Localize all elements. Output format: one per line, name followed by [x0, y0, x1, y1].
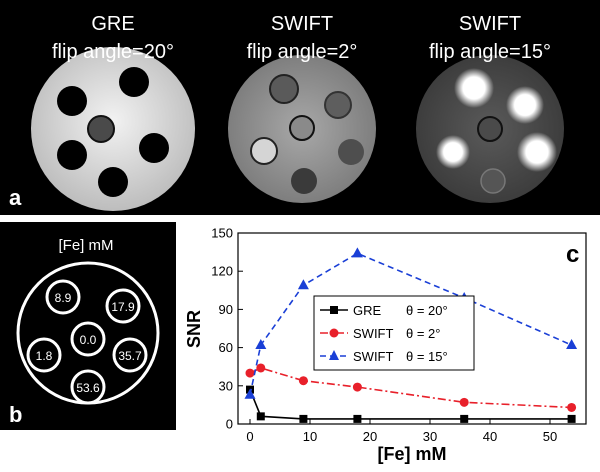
legend-param-swift-15: θ = 15° [406, 349, 448, 364]
snr-chart-svg: 0 10 20 30 40 50 0 30 60 90 120 150 GRE θ = 20° SWI… [184, 226, 587, 464]
data-point [353, 414, 362, 423]
y-tick-label: 90 [219, 302, 233, 317]
data-point [297, 279, 309, 290]
series-line [249, 367, 572, 409]
swift-15-phantom [416, 55, 564, 203]
well-8-9: 8.9 [45, 279, 81, 315]
x-tick-label: 30 [423, 429, 437, 444]
data-point [298, 376, 308, 386]
well-17-9: 17.9 [105, 288, 141, 324]
series-0 [246, 385, 576, 423]
panel-c-chart: 0 10 20 30 40 50 0 30 60 90 120 150 GRE θ = 20° SWI… [178, 220, 600, 467]
legend-label-swift-2: SWIFT [353, 326, 393, 341]
data-point [256, 363, 266, 373]
panel-a-images: GRE flip angle=20° SWIFT flip angle=2° S… [0, 0, 600, 215]
svg-text:53.6: 53.6 [76, 381, 100, 395]
data-point [299, 414, 308, 423]
data-point [459, 397, 469, 407]
panel-a-letter: a [9, 185, 22, 210]
well-53-6: 53.6 [70, 369, 106, 405]
gre-flip-angle: flip angle=20° [52, 41, 174, 63]
x-axis-label: [Fe] mM [378, 444, 447, 464]
series-1 [245, 363, 577, 412]
legend-item-gre: GRE θ = 20° [320, 303, 448, 318]
gre-phantom [31, 47, 195, 211]
well-1-8: 1.8 [26, 337, 62, 373]
series-layer [244, 247, 578, 423]
panel-b-letter: b [9, 402, 22, 427]
series-line [249, 389, 572, 420]
svg-text:8.9: 8.9 [55, 291, 72, 305]
y-axis-label: SNR [184, 310, 204, 348]
data-point [244, 388, 256, 399]
swift-2-flip-angle: flip angle=2° [247, 41, 358, 63]
y-tick-label: 60 [219, 340, 233, 355]
gre-title: GRE [91, 13, 134, 35]
axis-layer: 0 10 20 30 40 50 0 30 60 90 120 150 [211, 226, 557, 445]
data-point [567, 414, 576, 423]
phantom-images-svg: GRE flip angle=20° SWIFT flip angle=2° S… [9, 13, 564, 211]
legend: GRE θ = 20° SWIFT θ = 2° SWIFT θ = 15° [313, 295, 475, 371]
panel-b-layout: [Fe] mM 8.9 17.9 0.0 1.8 35.7 53.6 b [0, 222, 176, 430]
panel-c-letter: c [566, 241, 579, 268]
data-point [567, 402, 577, 412]
data-point [255, 339, 267, 350]
x-tick-label: 10 [303, 429, 317, 444]
data-point [245, 368, 255, 378]
y-tick-label: 30 [219, 378, 233, 393]
series-line [249, 252, 572, 395]
swift-2-phantom [228, 55, 376, 203]
data-point [351, 247, 363, 258]
x-tick-label: 40 [483, 429, 497, 444]
svg-text:0.0: 0.0 [80, 333, 97, 347]
svg-text:35.7: 35.7 [118, 349, 142, 363]
svg-text:1.8: 1.8 [36, 349, 53, 363]
y-tick-label: 120 [211, 264, 233, 279]
legend-param-gre: θ = 20° [406, 303, 448, 318]
well-layout-svg: [Fe] mM 8.9 17.9 0.0 1.8 35.7 53.6 b [9, 237, 160, 427]
x-tick-label: 50 [543, 429, 557, 444]
legend-item-swift-2: SWIFT θ = 2° [320, 326, 440, 341]
y-tick-label: 150 [211, 226, 233, 241]
legend-label-gre: GRE [353, 303, 382, 318]
x-tick-label: 0 [246, 429, 253, 444]
data-point [460, 414, 469, 423]
legend-item-swift-15: SWIFT θ = 15° [320, 349, 448, 364]
plot-frame [237, 232, 587, 425]
well-35-7: 35.7 [112, 337, 148, 373]
x-tick-label: 20 [363, 429, 377, 444]
swift-2-title: SWIFT [271, 13, 333, 35]
y-tick-label: 0 [226, 417, 233, 432]
data-point [566, 339, 578, 350]
well-0-0: 0.0 [70, 321, 106, 357]
data-point [352, 382, 362, 392]
legend-label-swift-15: SWIFT [353, 349, 393, 364]
swift-15-title: SWIFT [459, 13, 521, 35]
data-point [256, 412, 265, 421]
legend-param-swift-2: θ = 2° [406, 326, 440, 341]
svg-text:17.9: 17.9 [111, 300, 135, 314]
swift-15-flip-angle: flip angle=15° [429, 41, 551, 63]
layout-title: [Fe] mM [59, 237, 114, 254]
